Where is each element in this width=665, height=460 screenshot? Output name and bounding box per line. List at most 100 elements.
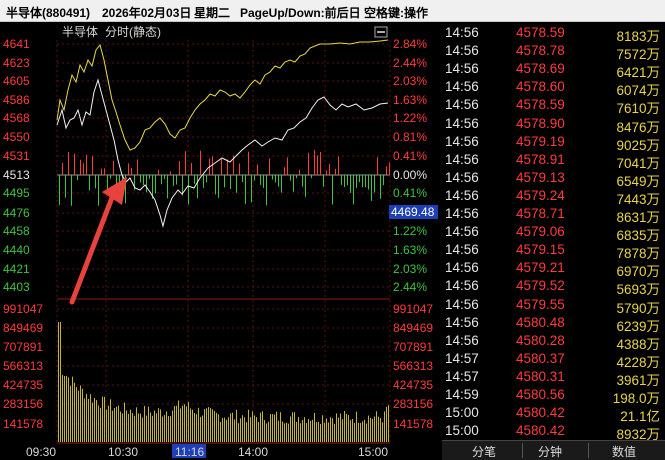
price-axis-label: 4550 [3,130,30,144]
tick-volume: 21.1亿 [620,409,660,425]
tick-price: 4579.15 [516,242,565,258]
chart-settings-icon[interactable] [374,26,388,38]
tick-price: 4579.19 [516,133,565,149]
tab-2[interactable]: 数值 [612,445,637,459]
time-axis-label: 15:00 [358,445,388,459]
volume-axis-label: 566313 [393,359,433,373]
tick-volume: 4228万 [616,354,660,370]
tick-time: 14:59 [445,387,479,402]
volume-axis-label: 141578 [393,417,433,431]
tick-price: 4580.28 [516,332,565,348]
tick-row: 14:56 4579.15 7878万 [442,242,665,262]
tab-separator [522,443,523,458]
tick-volume: 6970万 [616,264,660,280]
volume-axis-label: 566313 [3,359,43,373]
tick-volume: 7610万 [616,101,660,117]
tick-time: 14:56 [445,79,479,95]
volume-axis-label: 849469 [393,321,433,335]
tick-row: 15:00 4580.42 8932万 [442,423,665,443]
tick-row: 14:56 4579.13 6549万 [442,169,665,189]
title-bar: 半导体(880491) 2026年02月03日 星期二 PageUp/Down:… [0,0,665,22]
tick-time: 14:56 [445,61,479,77]
current-price-box: 4469.48 [391,205,435,219]
navigation-hint: PageUp/Down:前后日 空格键:操作 [240,6,428,20]
volume-axis-label: 424735 [3,378,43,392]
tick-list[interactable]: 14:56 4578.59 8183万 14:56 4578.78 7572万 14:56 4… [442,22,665,443]
percent-axis-label: 0.41% [393,149,427,163]
price-axis-label: 4605 [3,74,30,88]
percent-axis-label: 1.63% [393,93,427,107]
tick-row: 14:56 4578.78 7572万 [442,43,665,62]
price-axis-label: 4421 [3,262,30,276]
tick-time: 14:57 [445,368,479,384]
tick-row: 14:56 4578.71 8631万 [442,206,665,225]
tick-price: 4578.91 [516,151,565,167]
volume-axis-label: 707891 [3,340,43,354]
chart-grid [56,40,391,444]
tick-row: 14:56 4579.24 7443万 [442,188,665,207]
tick-time: 14:56 [445,43,479,59]
tick-volume: 8183万 [616,29,660,44]
percent-axis-label: 2.03% [393,74,427,88]
price-axis-label: 4568 [3,111,30,125]
percent-axis-label: 0.81% [393,130,427,144]
volume-axis-label: 707891 [393,340,433,354]
panel-name: 半导体 [62,25,98,39]
tick-row: 14:57 4580.37 4228万 [442,351,665,370]
tick-volume: 6549万 [616,173,660,189]
tick-row: 14:57 4580.31 3961万 [442,368,665,388]
tick-row: 14:56 4579.19 9025万 [442,133,665,153]
tick-price: 4578.90 [516,115,565,131]
price-axis-label: 4586 [3,93,30,107]
price-axis-label: 4403 [3,280,30,294]
tick-time: 14:56 [445,25,479,40]
tick-row: 14:59 4580.56 198.0万 [442,387,665,406]
intraday-chart[interactable]: 4641 4623 4605 4586 4568 4550 4531 4513 4495 4476… [0,22,442,460]
tick-volume: 7041万 [616,155,660,171]
percent-axis-label: 1.63% [393,243,427,257]
percent-axis-label: 1.22% [393,224,427,238]
tick-time: 15:00 [445,405,479,421]
panel-title: 分时(静态) [105,25,161,39]
percent-axis-label: 2.03% [393,262,427,276]
tick-volume: 6835万 [616,228,660,244]
chart-date: 2026年02月03日 [102,6,192,20]
tick-price: 4580.42 [516,423,565,439]
tick-time: 14:56 [445,115,479,131]
tick-volume: 5790万 [616,300,660,316]
tick-time: 14:56 [445,169,479,185]
tick-price: 4579.52 [516,278,565,294]
tick-volume: 7443万 [616,191,660,207]
tick-time: 14:56 [445,97,479,113]
tick-row: 14:56 4580.48 6239万 [442,314,665,334]
tick-volume: 6421万 [616,65,660,81]
tick-time: 14:56 [445,242,479,258]
tick-time: 14:56 [445,133,479,149]
tick-row: 14:56 4578.59 7610万 [442,97,665,117]
tick-time: 14:56 [445,314,479,330]
percent-axis-label: 2.84% [393,37,427,51]
tab-1[interactable]: 分钟 [538,445,563,459]
tick-volume: 3961万 [616,372,660,388]
tick-time: 14:56 [445,278,479,294]
tick-time: 14:56 [445,260,479,276]
tick-price: 4578.59 [516,25,565,40]
percent-axis-label: 1.22% [393,111,427,125]
volume-bars [58,322,389,442]
tick-price: 4579.06 [516,224,565,240]
tick-price: 4578.71 [516,206,565,221]
tick-row: 14:56 4578.60 6074万 [442,79,665,99]
volume-axis-label: 283156 [393,397,433,411]
volume-axis-label: 424735 [393,378,433,392]
tick-volume: 9025万 [616,137,660,153]
tick-volume: 8932万 [616,427,660,443]
tick-price: 4578.69 [516,61,565,77]
tick-time: 14:56 [445,206,479,221]
tab-0[interactable]: 分笔 [472,445,497,459]
tab-separator [588,443,589,458]
tick-volume: 7878万 [616,246,660,262]
tick-volume: 6074万 [616,83,660,99]
volume-axis-label: 991047 [393,302,433,316]
tick-price: 4580.42 [516,405,565,421]
tick-time: 15:00 [445,423,479,439]
